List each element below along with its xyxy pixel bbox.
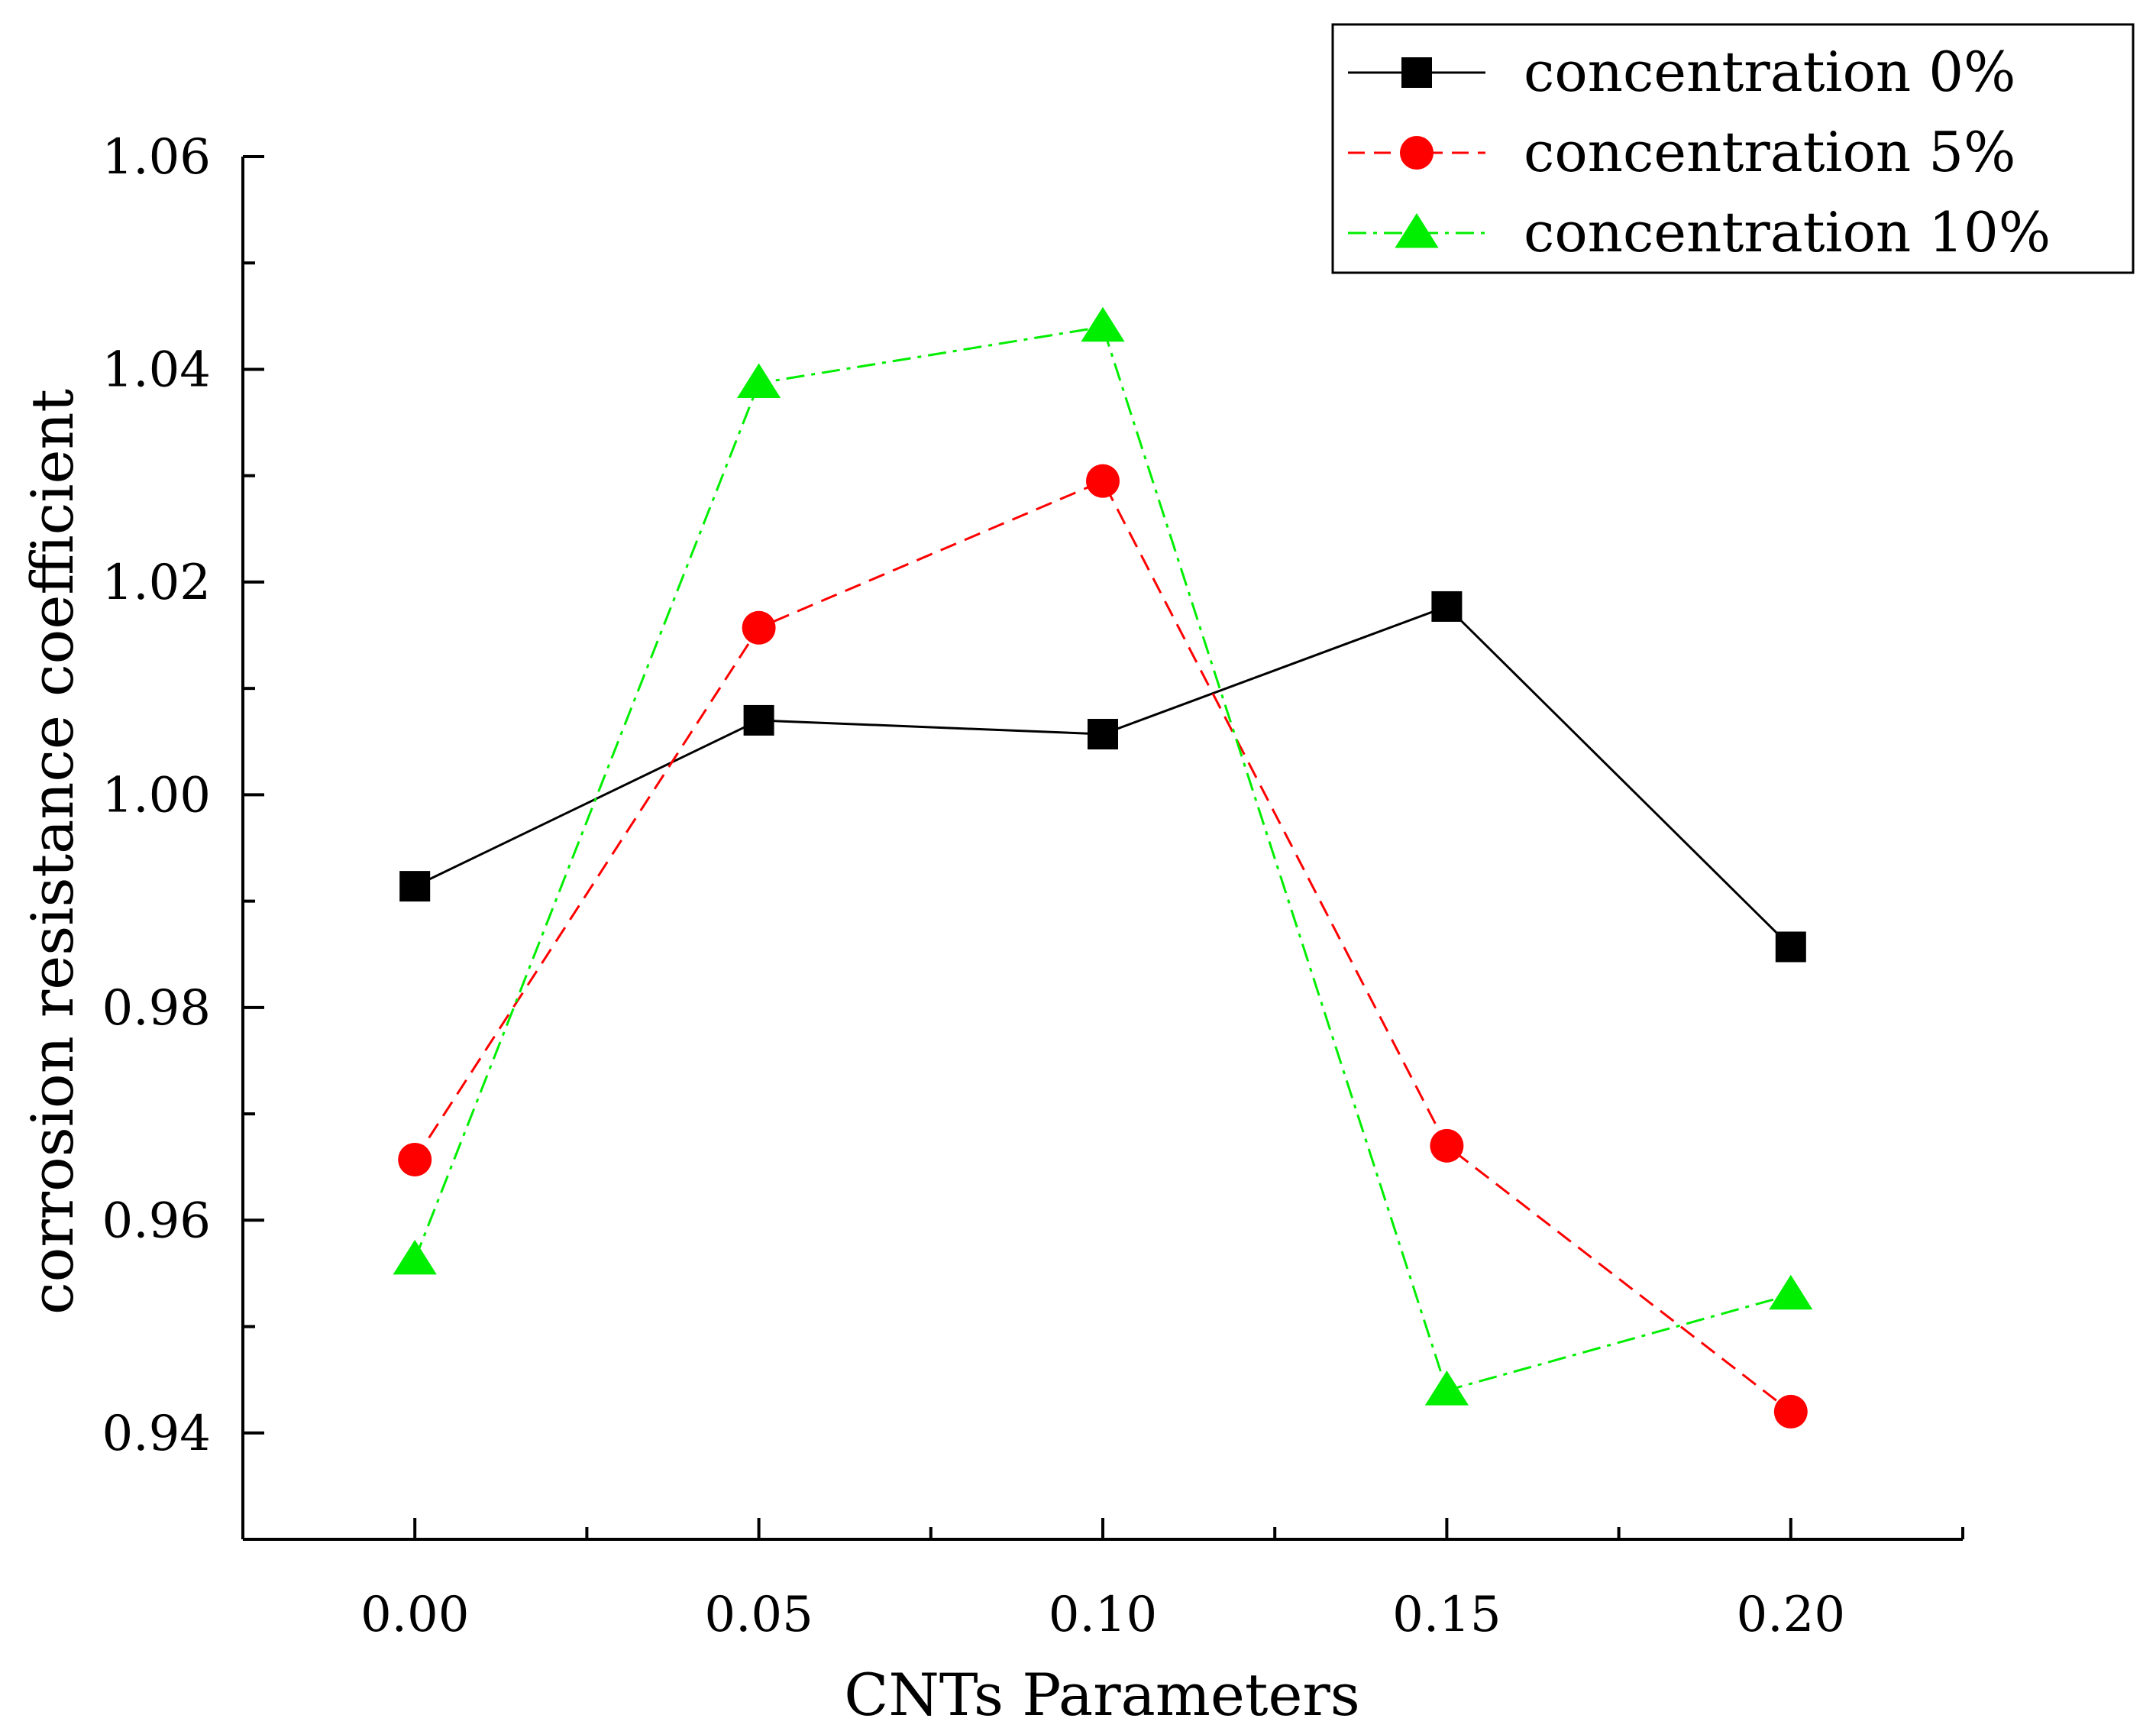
- data-point-series-1: [398, 1142, 432, 1176]
- legend-marker-0: [1401, 57, 1432, 88]
- data-point-series-2: [737, 363, 781, 399]
- y-axis-title: corrosion resistance coefficient: [18, 389, 86, 1315]
- x-tick-label: 0.20: [1737, 1587, 1846, 1643]
- y-tick-label: 1.04: [102, 341, 212, 398]
- data-point-series-0: [399, 871, 431, 902]
- y-tick-label: 0.96: [102, 1192, 212, 1249]
- y-tick-label: 0.94: [102, 1406, 212, 1462]
- data-point-series-2: [1424, 1370, 1469, 1406]
- legend: concentration 0% concentration 5% concentr…: [1331, 23, 2135, 274]
- axes: [241, 155, 1964, 1541]
- legend-box: [1331, 23, 2135, 274]
- legend-marker-2: [1395, 213, 1439, 248]
- data-point-series-0: [1088, 719, 1118, 750]
- x-axis-title: CNTs Parameters: [844, 1661, 1360, 1728]
- data-point-series-2: [1769, 1274, 1813, 1310]
- y-tick-label: 1.06: [102, 129, 212, 186]
- x-tick-label: 0.05: [704, 1587, 813, 1643]
- data-point-series-2: [1081, 306, 1125, 342]
- data-point-series-0: [1431, 591, 1463, 622]
- x-tick-label: 0.00: [360, 1587, 470, 1643]
- tick-labels: 0.94 0.96 0.98 1.00 1.02 1.04 1.06 0.00 0.05 0.10…: [102, 129, 1846, 1643]
- legend-marker-1: [1400, 136, 1434, 170]
- y-tick-label: 1.02: [102, 555, 212, 611]
- legend-label-1: concentration 5%: [1524, 120, 2015, 184]
- data-point-series-2: [393, 1239, 437, 1275]
- data-point-series-0: [1775, 931, 1806, 963]
- data-point-series-1: [742, 610, 776, 645]
- data-point-series-0: [743, 704, 774, 736]
- data-point-series-1: [1773, 1394, 1808, 1429]
- data-point-series-1: [1430, 1128, 1464, 1163]
- y-tick-label: 1.00: [102, 767, 212, 824]
- x-tick-label: 0.10: [1049, 1587, 1158, 1643]
- legend-label-0: concentration 0%: [1524, 40, 2015, 104]
- series-line-1: [413, 479, 1792, 1413]
- data-point-series-1: [1086, 464, 1120, 498]
- x-tick-label: 0.15: [1392, 1587, 1501, 1643]
- plot-markers: [393, 306, 1813, 1429]
- legend-label-2: concentration 10%: [1524, 200, 2051, 264]
- y-tick-label: 0.98: [102, 980, 212, 1037]
- series-line-0: [414, 605, 1792, 948]
- series-line-2: [413, 325, 1792, 1392]
- legend-entries: concentration 0% concentration 5% concentr…: [1348, 40, 2051, 264]
